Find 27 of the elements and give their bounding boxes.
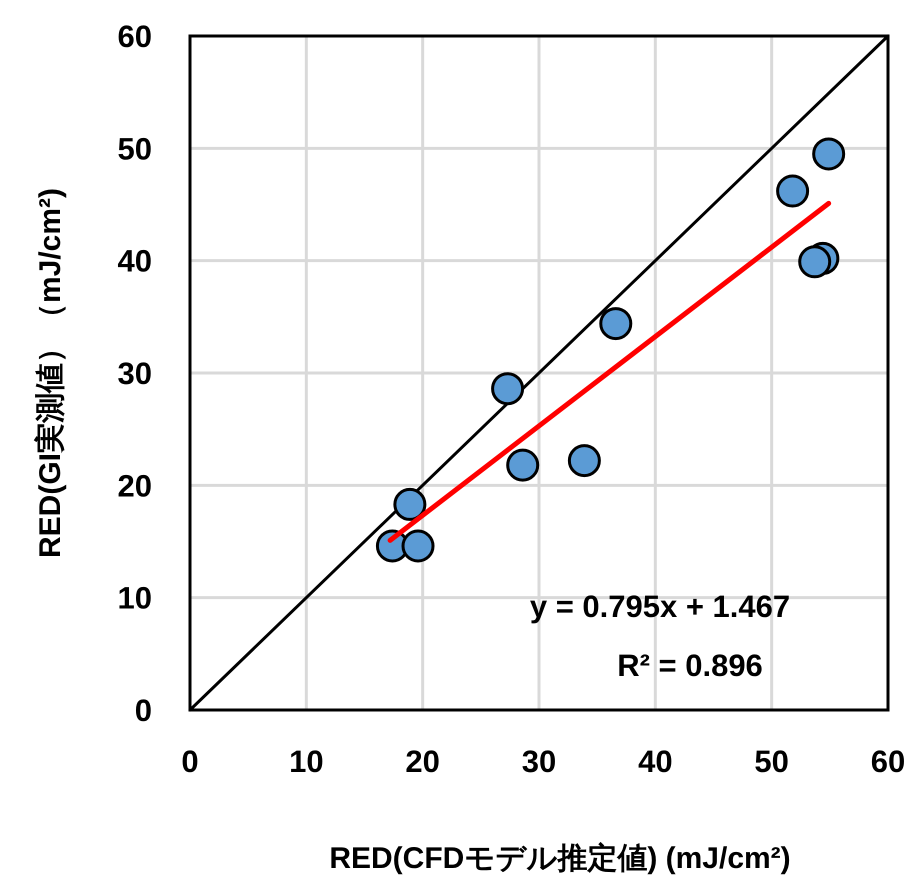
point [393,488,426,521]
x-tick-label: 0 [181,744,199,779]
point [798,245,832,278]
point [402,529,435,562]
x-tick-label: 60 [870,744,906,779]
point [568,444,601,478]
annotation: R² = 0.896 [617,648,763,683]
x-tick-label: 50 [754,744,789,779]
x-tick-label: 30 [522,744,556,779]
y-tick-label: 60 [118,19,152,54]
y-tick-label: 30 [118,356,152,391]
point [491,372,524,406]
point [506,448,540,482]
point [776,174,810,208]
y-axis-title: RED(GI実測値）（mJ/cm²) [33,188,67,558]
annotation: y = 0.795x + 1.467 [530,589,790,624]
y-tick-label: 0 [134,693,152,728]
x-tick-label: 10 [289,744,324,779]
y-tick-label: 20 [118,468,152,504]
point [812,137,846,170]
x-tick-label: 20 [405,744,440,779]
y-tick-label: 10 [118,580,152,616]
x-axis-title: RED(CFDモデル推定値) (mJ/cm²) [329,841,791,875]
y-tick-label: 50 [118,131,152,166]
point [599,307,632,340]
x-tick-label: 40 [638,744,673,779]
y-tick-label: 40 [118,244,152,279]
